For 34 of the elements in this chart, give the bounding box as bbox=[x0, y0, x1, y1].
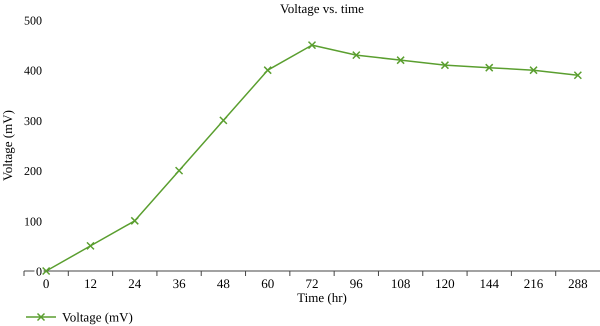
point bbox=[352, 50, 361, 60]
x-tick-label: 108 bbox=[390, 276, 410, 291]
point bbox=[219, 116, 228, 125]
point bbox=[484, 63, 494, 72]
point bbox=[396, 56, 405, 64]
point bbox=[263, 66, 272, 74]
point bbox=[574, 70, 582, 80]
x-tick-label: 48 bbox=[216, 276, 230, 291]
x-tick-label: 96 bbox=[350, 276, 364, 291]
point bbox=[174, 166, 184, 175]
x-tick-label: 24 bbox=[128, 276, 142, 291]
y-tick-label: 500 bbox=[24, 14, 42, 28]
point bbox=[130, 216, 140, 226]
x-tick-label: 72 bbox=[306, 276, 318, 291]
y-tick-label: 400 bbox=[24, 64, 42, 78]
point bbox=[529, 66, 538, 74]
x-tick-label: 144 bbox=[479, 276, 500, 291]
x-tick-label: 60 bbox=[261, 276, 274, 291]
point bbox=[86, 242, 95, 250]
x-axis-title: Time (hr) bbox=[297, 290, 347, 305]
y-tick-label: 200 bbox=[24, 164, 42, 178]
y-tick-label: 300 bbox=[24, 114, 42, 128]
chart-title: Voltage vs. time bbox=[280, 1, 364, 16]
y-tick-label: 100 bbox=[24, 214, 42, 228]
x-tick-label: 12 bbox=[84, 276, 97, 291]
point bbox=[308, 40, 316, 50]
x-tick-label: 120 bbox=[435, 276, 455, 291]
point bbox=[42, 266, 50, 276]
y-axis-title: Voltage (mV) bbox=[0, 110, 15, 181]
x-tick-label: 216 bbox=[524, 276, 544, 291]
point bbox=[440, 60, 450, 70]
legend-label: Voltage (mV) bbox=[62, 310, 133, 324]
x-tick-label: 288 bbox=[568, 276, 588, 291]
x-tick-label: 36 bbox=[172, 276, 186, 291]
